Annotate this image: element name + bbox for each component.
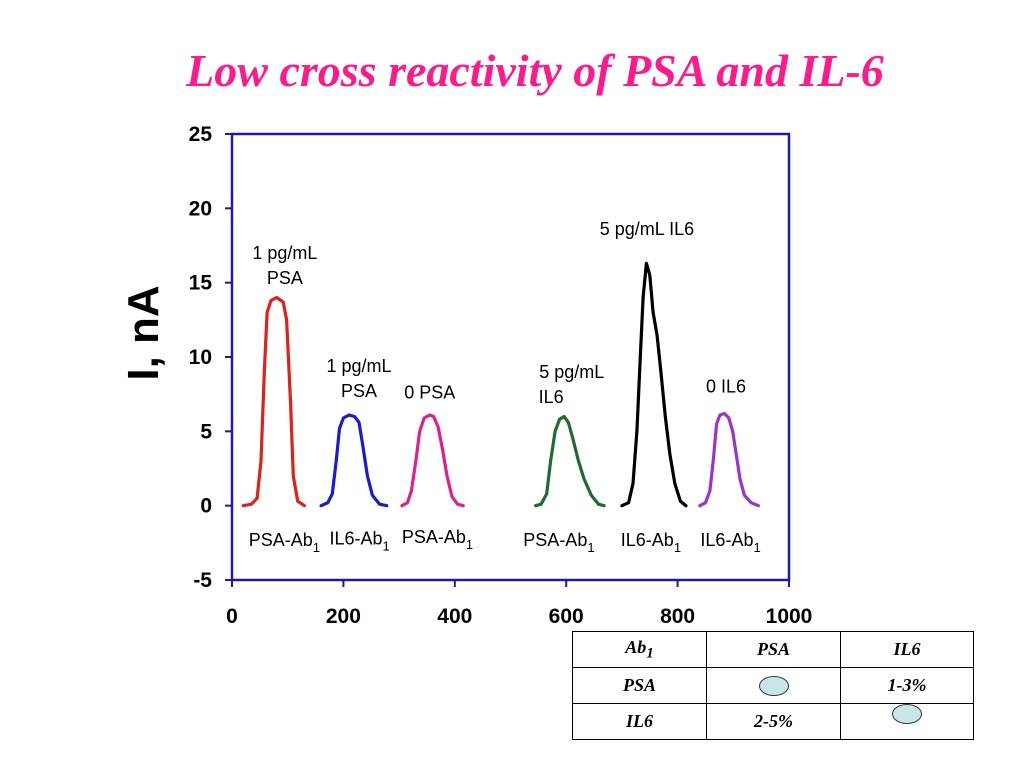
antibody-label-subscript: 1 [674, 540, 681, 555]
series-line-5 [698, 411, 760, 508]
plot-frame [230, 132, 791, 582]
table-header-ab1: Ab1 [572, 631, 707, 668]
table-cell: 2-5% [706, 703, 841, 740]
y-tick-label: 10 [189, 346, 212, 369]
annotation-label: 1 pg/mL [326, 356, 391, 376]
cross-reactivity-table: Ab1 PSA IL6 PSA 1-3% IL6 2-5% [572, 631, 974, 740]
annotation-label: 0 IL6 [706, 377, 746, 397]
annotation-label: IL6 [539, 387, 564, 407]
table-cell-self-marker [840, 703, 974, 740]
table-row-psa: PSA 1-3% [572, 667, 974, 704]
x-tick-label: 200 [326, 605, 361, 628]
y-tick-label: 0 [200, 495, 212, 518]
oval-marker-icon [892, 704, 922, 725]
series-line-3 [534, 414, 606, 508]
table-header-il6: IL6 [840, 631, 974, 668]
y-tick-label: -5 [193, 569, 212, 592]
antibody-label: PSA-Ab1 [402, 527, 473, 552]
oval-marker-icon [758, 676, 789, 697]
series-line-1 [319, 413, 389, 508]
table-cell: 1-3% [840, 667, 974, 704]
table-header-psa: PSA [706, 631, 841, 668]
y-tick-label: 20 [189, 197, 212, 220]
antibody-label: PSA-Ab1 [523, 530, 594, 555]
x-tick-label: 1000 [766, 605, 813, 628]
antibody-label-subscript: 1 [587, 540, 594, 555]
antibody-label: IL6-Ab1 [621, 530, 681, 555]
antibody-label: IL6-Ab1 [700, 530, 760, 555]
x-tick-label: 600 [549, 605, 584, 628]
table-row-il6: IL6 2-5% [572, 703, 974, 740]
annotation-label: PSA [341, 381, 377, 401]
table-header-row: Ab1 PSA IL6 [572, 631, 974, 668]
y-tick-label: 5 [200, 420, 212, 443]
table-cell-self-marker [706, 667, 841, 704]
x-tick-label: 0 [226, 605, 238, 628]
annotation-label: 0 PSA [404, 383, 455, 403]
y-tick-label: 25 [189, 123, 213, 146]
antibody-label: PSA-Ab1 [249, 530, 320, 555]
antibody-label-subscript: 1 [383, 538, 390, 553]
series-line-4 [620, 261, 688, 508]
annotation-label: 1 pg/mL [252, 243, 317, 263]
annotation-label: 5 pg/mL [539, 362, 604, 382]
x-tick-label: 400 [437, 605, 472, 628]
annotation-label: 5 pg/mL IL6 [600, 219, 694, 239]
antibody-label-subscript: 1 [466, 537, 473, 552]
slide-title: Low cross reactivity of PSA and IL-6 [186, 45, 884, 96]
antibody-label-subscript: 1 [313, 540, 320, 555]
antibody-label: IL6-Ab1 [329, 528, 389, 553]
y-tick-label: 15 [189, 272, 213, 295]
annotation-label: PSA [267, 268, 303, 288]
y-axis-label: I, nA [119, 285, 168, 380]
series-line-2 [400, 413, 465, 508]
antibody-label-subscript: 1 [753, 540, 760, 555]
series-line-0 [241, 295, 306, 508]
x-tick-label: 800 [660, 605, 695, 628]
table-row-label: IL6 [572, 703, 707, 740]
table-row-label: PSA [572, 667, 707, 704]
